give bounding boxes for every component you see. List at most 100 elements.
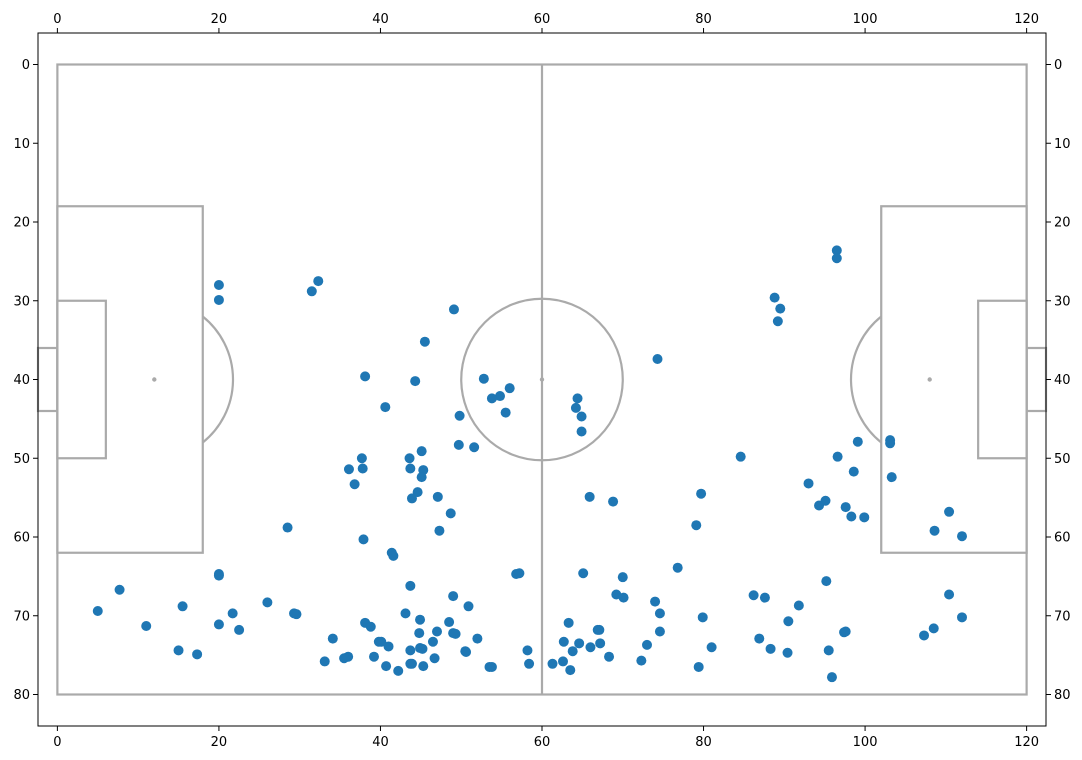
y-tick-label-left: 50 bbox=[13, 452, 30, 467]
scatter-point bbox=[404, 453, 415, 464]
scatter-points bbox=[92, 245, 967, 683]
scatter-point bbox=[289, 608, 300, 619]
x-tick-label-top: 100 bbox=[853, 12, 878, 27]
scatter-point bbox=[450, 628, 461, 639]
scatter-point bbox=[234, 624, 245, 635]
y-tick-label-right: 20 bbox=[1054, 216, 1071, 231]
right-penalty-arc bbox=[849, 315, 882, 444]
scatter-point bbox=[213, 570, 224, 581]
scatter-point bbox=[227, 608, 238, 619]
scatter-point bbox=[416, 446, 427, 457]
scatter-point bbox=[793, 600, 804, 611]
x-tick-label-top: 120 bbox=[1014, 12, 1039, 27]
scatter-point bbox=[486, 661, 497, 672]
scatter-point bbox=[859, 512, 870, 523]
x-tick-label-bottom: 20 bbox=[211, 735, 228, 750]
scatter-point bbox=[618, 592, 629, 603]
right-goal bbox=[1025, 346, 1048, 413]
scatter-point bbox=[405, 645, 416, 656]
y-tick-label-right: 10 bbox=[1054, 137, 1071, 152]
scatter-point bbox=[831, 253, 842, 264]
scatter-point bbox=[772, 316, 783, 327]
y-tick-label-right: 60 bbox=[1054, 531, 1071, 546]
y-tick-label-right: 40 bbox=[1054, 373, 1071, 388]
scatter-point bbox=[357, 463, 368, 474]
left-penalty-arc bbox=[202, 315, 235, 444]
scatter-point bbox=[262, 597, 273, 608]
scatter-point bbox=[454, 410, 465, 421]
scatter-point bbox=[759, 592, 770, 603]
scatter-point bbox=[848, 466, 859, 477]
scatter-point bbox=[405, 580, 416, 591]
scatter-point bbox=[823, 645, 834, 656]
scatter-point bbox=[691, 520, 702, 531]
scatter-point bbox=[563, 617, 574, 628]
scatter-point bbox=[840, 502, 851, 513]
scatter-point bbox=[313, 276, 324, 287]
scatter-point bbox=[360, 371, 371, 382]
scatter-point bbox=[570, 402, 581, 413]
scatter-point bbox=[444, 617, 455, 628]
x-tick-label-bottom: 40 bbox=[372, 735, 389, 750]
scatter-point bbox=[405, 658, 416, 669]
x-tick-label-bottom: 0 bbox=[53, 735, 61, 750]
left-six-yard-box bbox=[56, 299, 107, 460]
scatter-point bbox=[410, 376, 421, 387]
left-penalty-area bbox=[56, 205, 204, 554]
right-six-yard-box bbox=[977, 299, 1028, 460]
right-penalty-area bbox=[880, 205, 1028, 554]
x-tick-label-top: 0 bbox=[53, 12, 61, 27]
scatter-point bbox=[769, 292, 780, 303]
scatter-point bbox=[388, 550, 399, 561]
scatter-point bbox=[213, 294, 224, 305]
right-penalty-spot bbox=[927, 377, 932, 382]
scatter-point bbox=[213, 280, 224, 290]
scatter-point bbox=[697, 612, 708, 623]
scatter-point bbox=[735, 451, 746, 462]
scatter-point bbox=[572, 393, 583, 404]
scatter-point bbox=[419, 336, 430, 347]
scatter-point bbox=[654, 626, 665, 637]
scatter-point bbox=[448, 591, 459, 602]
scatter-point bbox=[514, 568, 525, 579]
scatter-point bbox=[576, 426, 587, 437]
scatter-point bbox=[652, 354, 663, 365]
scatter-point bbox=[558, 656, 568, 667]
scatter-point bbox=[578, 568, 589, 579]
scatter-point bbox=[654, 608, 665, 619]
scatter-point bbox=[928, 623, 939, 634]
scatter-point bbox=[327, 633, 338, 644]
scatter-point bbox=[461, 646, 472, 657]
scatter-point bbox=[177, 601, 188, 612]
scatter-point bbox=[306, 286, 317, 297]
scatter-point bbox=[319, 656, 330, 667]
scatter-point bbox=[821, 576, 832, 587]
y-tick-label-right: 30 bbox=[1054, 294, 1071, 309]
scatter-point bbox=[852, 436, 863, 447]
scatter-point bbox=[885, 438, 896, 449]
left-penalty-spot bbox=[152, 377, 157, 382]
scatter-point bbox=[213, 619, 224, 630]
scatter-point bbox=[393, 665, 404, 676]
y-tick-label-left: 30 bbox=[13, 294, 30, 309]
y-tick-label-left: 70 bbox=[13, 609, 30, 624]
scatter-point bbox=[448, 304, 459, 315]
scatter-point bbox=[282, 522, 293, 533]
scatter-point bbox=[472, 633, 483, 644]
y-tick-label-left: 20 bbox=[13, 216, 30, 231]
centre-spot bbox=[539, 377, 545, 382]
scatter-point bbox=[356, 453, 367, 464]
scatter-point bbox=[803, 478, 814, 489]
scatter-point bbox=[919, 630, 930, 641]
x-tick-label-bottom: 80 bbox=[695, 735, 712, 750]
pitch-lines bbox=[36, 63, 1048, 696]
scatter-point bbox=[427, 636, 438, 647]
scatter-point bbox=[565, 665, 576, 676]
y-tick-label-left: 10 bbox=[13, 137, 30, 152]
scatter-point bbox=[547, 658, 558, 669]
scatter-point bbox=[418, 661, 429, 672]
scatter-point bbox=[432, 491, 443, 502]
scatter-point bbox=[416, 472, 427, 483]
y-tick-label-left: 80 bbox=[13, 688, 30, 703]
